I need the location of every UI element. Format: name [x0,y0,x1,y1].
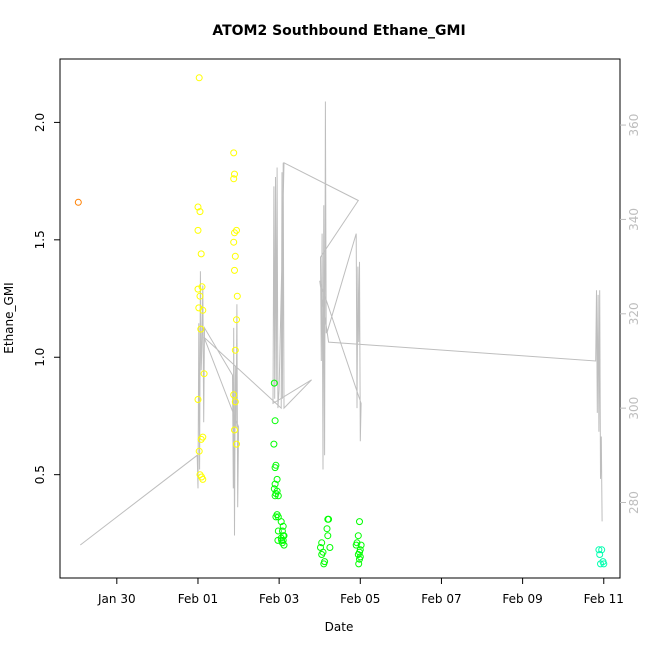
data-point [196,208,204,216]
data-point [272,513,280,521]
y2-tick-label: 320 [627,302,641,325]
x-tick-label: Feb 03 [259,592,299,606]
data-point [199,306,207,314]
data-point [274,527,282,535]
x-tick-label: Feb 11 [584,592,624,606]
data-point [352,541,360,549]
y2-axis: 280 300 320 340 360 [620,114,641,514]
y-tick-label: 1.5 [33,230,47,249]
data-point [274,492,282,500]
data-point [194,226,202,234]
data-point [195,447,203,455]
y-axis-label: Ethane_GMI [2,282,16,353]
data-point [197,250,205,258]
data-point [325,515,333,523]
points-layer [74,74,608,568]
data-point [270,440,278,448]
data-point [356,518,363,526]
x-axis-label: Date [325,620,354,634]
data-point [194,285,202,293]
data-point [195,74,203,82]
data-point [231,229,238,237]
x-tick-label: Feb 07 [421,592,461,606]
x-tick-label: Feb 01 [178,592,218,606]
secondary-line-layer [79,101,603,546]
data-point [326,544,334,551]
data-point [274,513,282,521]
data-point [233,292,241,300]
data-point [233,440,240,448]
y-tick-label: 0.5 [33,465,47,484]
data-point [278,527,286,535]
data-point [231,346,239,354]
data-point [595,546,603,554]
data-point [200,370,208,378]
data-point [231,398,239,406]
x-axis: Jan 30 Feb 01 Feb 03 Feb 05 Feb 07 Feb 09 Feb … [97,578,624,606]
y2-tick-label: 340 [627,208,641,231]
data-point [279,532,287,540]
data-point [197,435,205,443]
data-point [197,325,205,333]
data-point [600,560,608,568]
data-point [199,475,207,483]
data-point [271,492,279,500]
data-point [231,170,238,178]
data-point [230,238,238,246]
x-tick-label: Feb 05 [340,592,380,606]
data-point [230,175,238,183]
data-point [233,316,240,324]
data-point [271,417,279,425]
data-point [318,539,326,547]
data-point [278,536,286,544]
y-tick-label: 1.0 [33,348,47,367]
chart-title: ATOM2 Southbound Ethane_GMI [212,23,465,39]
x-tick-label: Jan 30 [97,592,136,606]
data-point [196,292,204,300]
data-point [74,198,82,206]
data-point [356,555,363,563]
data-point [231,426,238,434]
data-point [271,480,279,488]
data-point [231,252,239,260]
data-point [270,379,278,387]
data-point [597,560,604,568]
data-point [357,541,365,549]
secondary-series-line [79,101,603,546]
y-tick-label: 2.0 [33,113,47,132]
data-point [230,391,238,399]
y2-tick-label: 300 [627,397,641,420]
data-point [230,149,238,157]
plot-frame [59,58,621,579]
data-point [320,560,328,568]
data-point [194,203,202,211]
data-point [279,522,287,530]
data-point [598,546,606,554]
data-point [324,532,332,540]
data-point [318,551,326,558]
data-point [323,525,331,533]
data-point [355,560,363,568]
data-point [271,464,279,472]
data-point [596,551,604,558]
data-point [194,396,202,403]
y2-tick-label: 280 [627,491,641,514]
y-axis: 0.5 1.0 1.5 2.0 [33,113,60,484]
data-point [273,475,281,483]
data-point [231,266,238,274]
data-point [274,536,282,544]
x-tick-label: Feb 09 [502,592,542,606]
data-point [198,283,206,291]
y2-tick-label: 360 [627,114,641,137]
data-point [354,532,362,540]
